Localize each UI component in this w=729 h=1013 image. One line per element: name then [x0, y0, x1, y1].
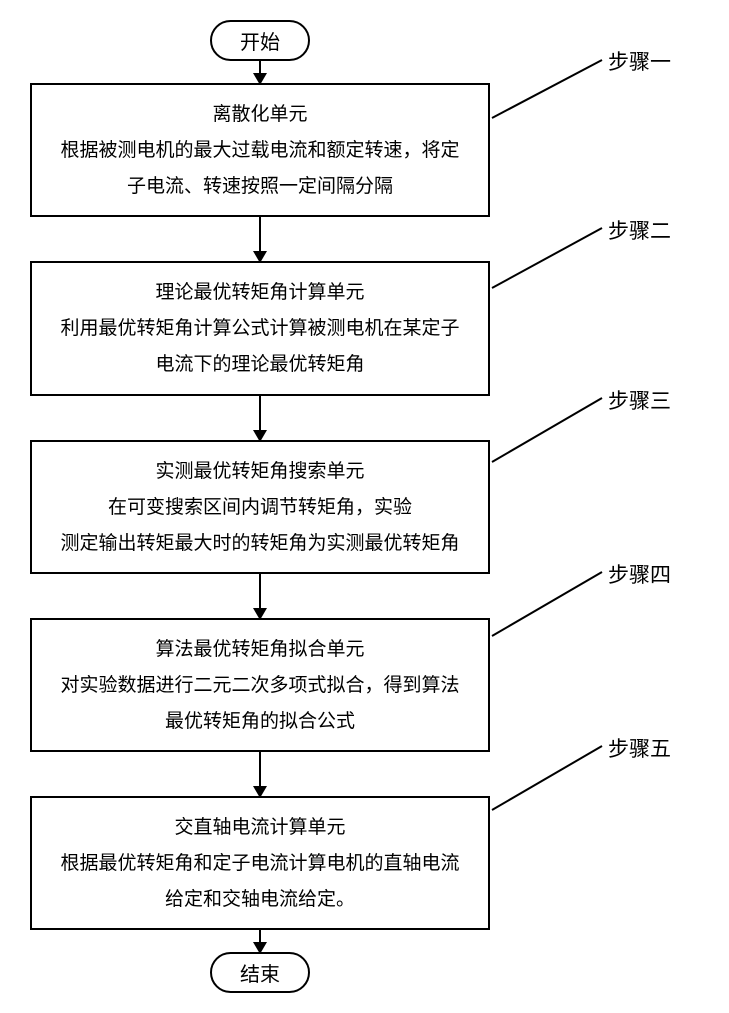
arrow [259, 61, 261, 83]
step-text: 子电流、转速按照一定间隔分隔 [50, 169, 470, 205]
end-terminal: 结束 [210, 952, 310, 993]
flowchart-container: 步骤一 步骤二 步骤三 步骤四 步骤五 开始 离散化单元 根据被测电机的最大过载… [10, 20, 719, 993]
arrow [259, 396, 261, 440]
step-title: 算法最优转矩角拟合单元 [50, 632, 470, 668]
step-text: 测定输出转矩最大时的转矩角为实测最优转矩角 [50, 526, 470, 562]
step-title: 理论最优转矩角计算单元 [50, 275, 470, 311]
step-text: 根据最优转矩角和定子电流计算电机的直轴电流 [50, 846, 470, 882]
step-text: 给定和交轴电流给定。 [50, 882, 470, 918]
process-step-3: 实测最优转矩角搜索单元 在可变搜索区间内调节转矩角，实验 测定输出转矩最大时的转… [30, 440, 490, 574]
step-text: 电流下的理论最优转矩角 [50, 347, 470, 383]
step-text: 利用最优转矩角计算公式计算被测电机在某定子 [50, 311, 470, 347]
arrow [259, 217, 261, 261]
arrow [259, 930, 261, 952]
process-step-2: 理论最优转矩角计算单元 利用最优转矩角计算公式计算被测电机在某定子 电流下的理论… [30, 261, 490, 395]
start-terminal: 开始 [210, 20, 310, 61]
arrow [259, 752, 261, 796]
process-step-5: 交直轴电流计算单元 根据最优转矩角和定子电流计算电机的直轴电流 给定和交轴电流给… [30, 796, 490, 930]
step-text: 根据被测电机的最大过载电流和额定转速，将定 [50, 133, 470, 169]
step-label-2: 步骤二 [608, 215, 671, 245]
process-step-4: 算法最优转矩角拟合单元 对实验数据进行二元二次多项式拟合，得到算法 最优转矩角的… [30, 618, 490, 752]
arrow [259, 574, 261, 618]
step-title: 实测最优转矩角搜索单元 [50, 454, 470, 490]
step-text: 最优转矩角的拟合公式 [50, 704, 470, 740]
step-text: 对实验数据进行二元二次多项式拟合，得到算法 [50, 668, 470, 704]
process-step-1: 离散化单元 根据被测电机的最大过载电流和额定转速，将定 子电流、转速按照一定间隔… [30, 83, 490, 217]
step-text: 在可变搜索区间内调节转矩角，实验 [50, 490, 470, 526]
step-title: 交直轴电流计算单元 [50, 810, 470, 846]
step-title: 离散化单元 [50, 97, 470, 133]
